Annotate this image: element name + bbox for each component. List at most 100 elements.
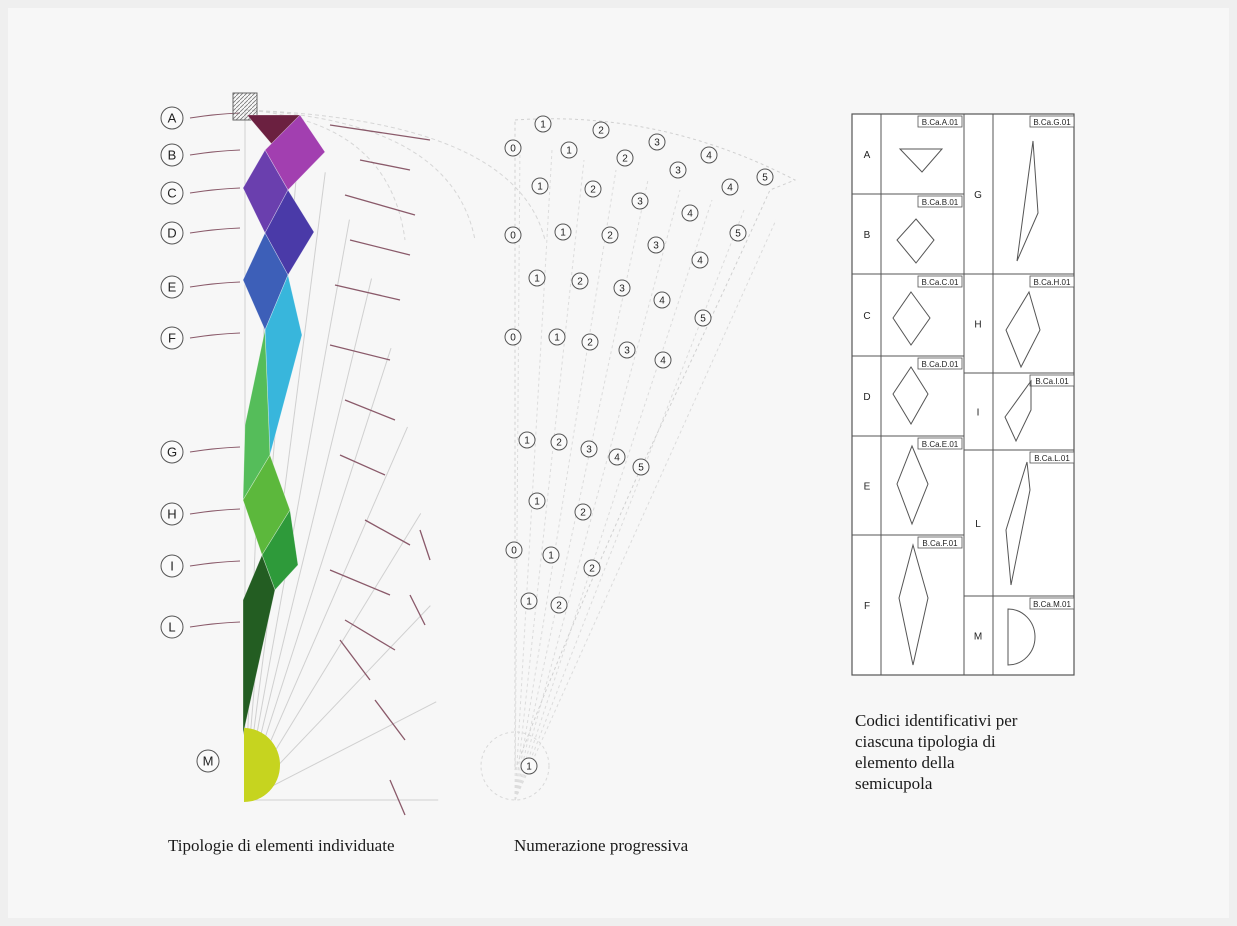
row-label-h: H: [160, 502, 184, 526]
number-marker-circle: [608, 448, 626, 466]
number-marker-circle: [571, 272, 589, 290]
codes-caption-line: semicupola: [855, 774, 933, 793]
row-label-c-text: C: [167, 186, 176, 201]
row-label-l-circle: [160, 615, 184, 639]
code-tag-text: B.Ca.F.01: [922, 539, 958, 548]
meridian-arc: [364, 519, 411, 546]
code-tag-box: [917, 357, 963, 370]
code-row-letter: D: [863, 392, 870, 403]
number-marker-circle: [613, 279, 631, 297]
number-marker-text: 2: [622, 154, 628, 165]
number-marker-circle: [631, 192, 649, 210]
typologies-diagram: A B C D E F G H I L M: [160, 92, 546, 816]
number-marker-circle: [528, 269, 546, 287]
code-tag-box: [917, 115, 963, 128]
number-marker-text: 4: [687, 209, 693, 220]
number-marker-text: 5: [762, 173, 768, 184]
number-marker-text: 1: [534, 497, 540, 508]
element-outline-d: [892, 366, 929, 425]
number-marker: 2: [571, 272, 589, 290]
number-marker: 2: [601, 226, 619, 244]
number-marker: 2: [592, 121, 610, 139]
number-marker-circle: [694, 309, 712, 327]
number-marker: 1: [534, 115, 552, 133]
row-label-h-text: H: [167, 507, 176, 522]
element-outline-e: [896, 444, 929, 526]
number-marker-text: 4: [614, 453, 620, 464]
number-marker-circle: [618, 341, 636, 359]
number-marker: 4: [654, 351, 672, 369]
code-tag-text: B.Ca.H.01: [1034, 278, 1071, 287]
number-marker-circle: [647, 236, 665, 254]
number-marker-circle: [548, 328, 566, 346]
row-label-i: I: [160, 554, 184, 578]
meridian-arc: [344, 194, 416, 216]
number-marker-text: 5: [735, 229, 741, 240]
number-marker: 2: [616, 149, 634, 167]
number-marker-text: 3: [653, 241, 659, 252]
label-leader: [189, 446, 241, 453]
fan-guide-line: [244, 219, 350, 801]
number-marker-text: 5: [638, 463, 644, 474]
number-marker-circle: [632, 458, 650, 476]
number-marker: 4: [691, 251, 709, 269]
row-label-g-circle: [160, 440, 184, 464]
meridian-arc: [339, 639, 371, 681]
numbering-guide: [514, 219, 777, 801]
number-marker: 0: [504, 226, 522, 244]
code-tag-text: B.Ca.L.01: [1034, 454, 1070, 463]
number-marker: 0: [504, 139, 522, 157]
codes-caption-line: ciascuna tipologia di: [855, 732, 996, 751]
row-label-d: D: [160, 221, 184, 245]
row-label-b: B: [160, 143, 184, 167]
code-tag-box: [917, 536, 963, 549]
number-marker-text: 0: [511, 546, 517, 557]
number-marker-circle: [592, 121, 610, 139]
code-row-letter: F: [864, 601, 870, 612]
number-marker-text: 2: [587, 338, 593, 349]
code-row-letter: G: [974, 190, 982, 201]
number-marker-circle: [520, 757, 538, 775]
number-marker-circle: [653, 291, 671, 309]
number-marker-text: 3: [624, 346, 630, 357]
number-marker-circle: [534, 115, 552, 133]
number-marker-circle: [756, 168, 774, 186]
number-marker-text: 4: [697, 256, 703, 267]
row-label-i-circle: [160, 554, 184, 578]
row-label-c-circle: [160, 181, 184, 205]
fan-guide-line: [244, 278, 373, 801]
typologies-caption: Tipologie di elementi individuate: [168, 836, 395, 855]
number-marker-circle: [574, 503, 592, 521]
code-tag-box: [1029, 451, 1075, 464]
row-label-g-text: G: [167, 445, 177, 460]
code-tag-box: [1029, 374, 1075, 387]
code-row-letter: C: [863, 311, 870, 322]
code-tag-box: [917, 437, 963, 450]
number-marker-circle: [721, 178, 739, 196]
code-table: A B.Ca.A.01 B B.Ca.B.01 C B.Ca.C.01 D B.Ca.D.01…: [851, 113, 1075, 676]
number-marker-circle: [601, 226, 619, 244]
number-marker: 2: [583, 559, 601, 577]
code-tag-text: B.Ca.A.01: [922, 118, 959, 127]
code-tag-text: B.Ca.D.01: [922, 360, 959, 369]
code-tag-text: B.Ca.M.01: [1033, 600, 1071, 609]
number-marker-text: 2: [580, 508, 586, 519]
row-label-e-text: E: [168, 280, 177, 295]
number-marker-circle: [531, 177, 549, 195]
element-m: [244, 728, 280, 802]
numbering-guide: [514, 159, 585, 801]
number-marker-text: 1: [526, 762, 532, 773]
number-marker-text: 3: [654, 138, 660, 149]
number-marker-circle: [654, 351, 672, 369]
numbering-guide: [514, 139, 521, 801]
row-label-a: A: [160, 106, 184, 130]
code-tag-box: [917, 195, 963, 208]
meridian-arc: [329, 124, 431, 141]
label-leader: [189, 332, 241, 339]
fan-guide-line: [244, 426, 408, 801]
number-marker: 1: [528, 269, 546, 287]
number-marker-circle: [504, 328, 522, 346]
number-marker-circle: [580, 440, 598, 458]
number-marker-text: 1: [526, 597, 532, 608]
number-marker-text: 2: [556, 438, 562, 449]
